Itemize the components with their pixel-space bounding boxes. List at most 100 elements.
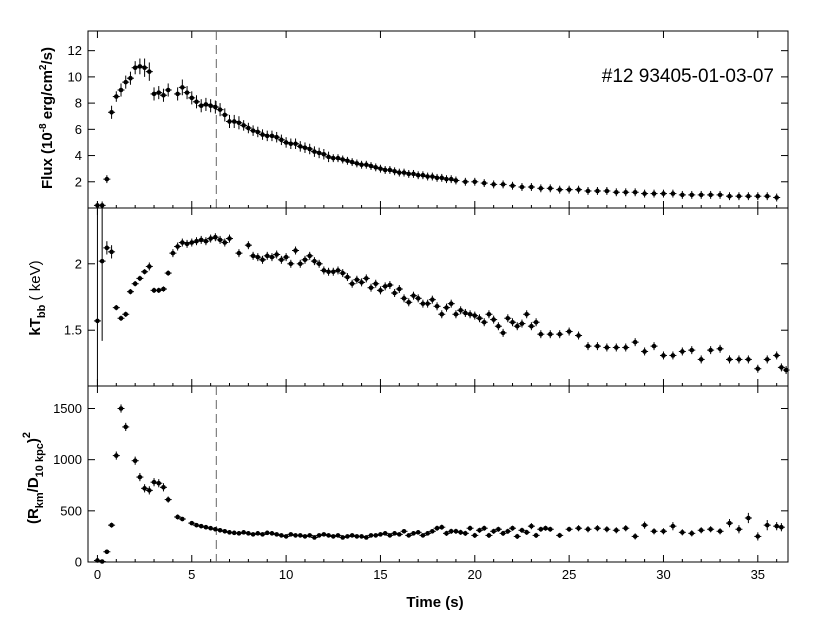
data-point — [316, 261, 322, 267]
data-point — [717, 192, 723, 198]
data-point — [269, 531, 275, 536]
data-point — [312, 535, 317, 540]
data-point — [453, 529, 459, 534]
data-point — [595, 525, 600, 531]
data-point — [510, 183, 515, 189]
data-point — [180, 85, 185, 90]
data-point — [406, 533, 412, 538]
data-point — [387, 167, 393, 173]
data-point — [439, 175, 445, 181]
data-point — [472, 313, 478, 318]
data-point — [472, 533, 478, 538]
data-point — [297, 144, 303, 149]
data-point — [95, 203, 100, 208]
data-point — [345, 274, 350, 280]
data-point — [774, 353, 779, 358]
data-point — [529, 184, 534, 190]
data-point — [755, 534, 761, 539]
data-point — [151, 288, 157, 293]
data-point — [680, 530, 685, 535]
data-point — [547, 526, 553, 532]
data-point — [481, 319, 487, 325]
data-point — [354, 534, 360, 539]
data-point — [397, 532, 402, 537]
radius-ylabel-end: ) — [25, 438, 42, 443]
data-point — [397, 170, 402, 175]
data-point — [632, 339, 638, 345]
data-point — [345, 158, 350, 164]
data-point — [109, 109, 114, 115]
data-point — [368, 285, 374, 291]
data-point — [378, 532, 383, 537]
data-point — [547, 331, 553, 337]
ytick-label: 2 — [75, 174, 82, 189]
data-point — [330, 534, 336, 539]
data-point — [623, 345, 629, 350]
data-point — [283, 140, 289, 145]
data-point — [401, 170, 407, 175]
data-point — [736, 193, 742, 199]
data-point — [717, 529, 723, 534]
data-point — [213, 104, 218, 110]
data-point — [566, 187, 572, 192]
data-point — [491, 317, 496, 322]
data-point — [415, 530, 421, 535]
data-point — [194, 522, 199, 528]
data-point — [585, 526, 591, 532]
data-point — [529, 523, 534, 529]
data-point — [632, 189, 638, 195]
data-point — [477, 315, 482, 321]
flux-ylabel-exp2: 2 — [38, 64, 49, 70]
data-point — [463, 179, 468, 185]
radius-ylabel-mid: /D — [25, 477, 42, 492]
data-point — [779, 524, 784, 530]
data-point — [453, 311, 459, 317]
flux-ylabel-end: /s) — [39, 47, 56, 65]
data-point — [321, 151, 327, 157]
data-point — [411, 293, 416, 298]
flux-ylabel-main: Flux (10 — [39, 132, 56, 189]
data-point — [557, 187, 562, 192]
data-point — [335, 533, 341, 538]
xtick-label: 5 — [188, 567, 195, 582]
data-point — [401, 296, 407, 301]
data-point — [689, 531, 695, 536]
data-point — [354, 277, 360, 283]
data-point — [406, 300, 412, 305]
temperature-ylabel-main: kT — [27, 318, 44, 336]
data-point — [283, 254, 289, 260]
data-point — [472, 179, 478, 185]
data-point — [708, 526, 713, 532]
data-point — [307, 533, 312, 538]
data-point — [524, 530, 529, 535]
data-point — [165, 270, 171, 276]
data-point — [250, 253, 256, 259]
data-point — [99, 258, 105, 264]
data-point — [680, 192, 685, 198]
data-point — [425, 531, 430, 536]
data-point — [505, 315, 511, 321]
data-point — [698, 192, 704, 198]
data-point — [246, 125, 251, 131]
data-point — [165, 87, 171, 93]
temperature-panel: 1.52 — [64, 207, 790, 387]
data-point — [651, 343, 657, 349]
data-point — [170, 250, 176, 256]
data-point — [165, 497, 171, 502]
data-point — [500, 531, 506, 536]
data-point — [661, 191, 666, 196]
radius-ylabel-sub1: km — [34, 492, 46, 508]
data-point — [340, 535, 346, 540]
data-point — [330, 269, 336, 275]
data-point — [448, 301, 454, 306]
data-point — [321, 268, 327, 273]
ytick-label: 500 — [60, 503, 82, 518]
data-point — [463, 310, 468, 316]
data-point — [118, 87, 124, 93]
data-point — [585, 188, 591, 194]
data-point — [392, 168, 397, 174]
ytick-label: 4 — [75, 148, 82, 163]
data-point — [156, 90, 162, 95]
ytick-label: 12 — [68, 43, 82, 58]
data-point — [99, 203, 105, 208]
